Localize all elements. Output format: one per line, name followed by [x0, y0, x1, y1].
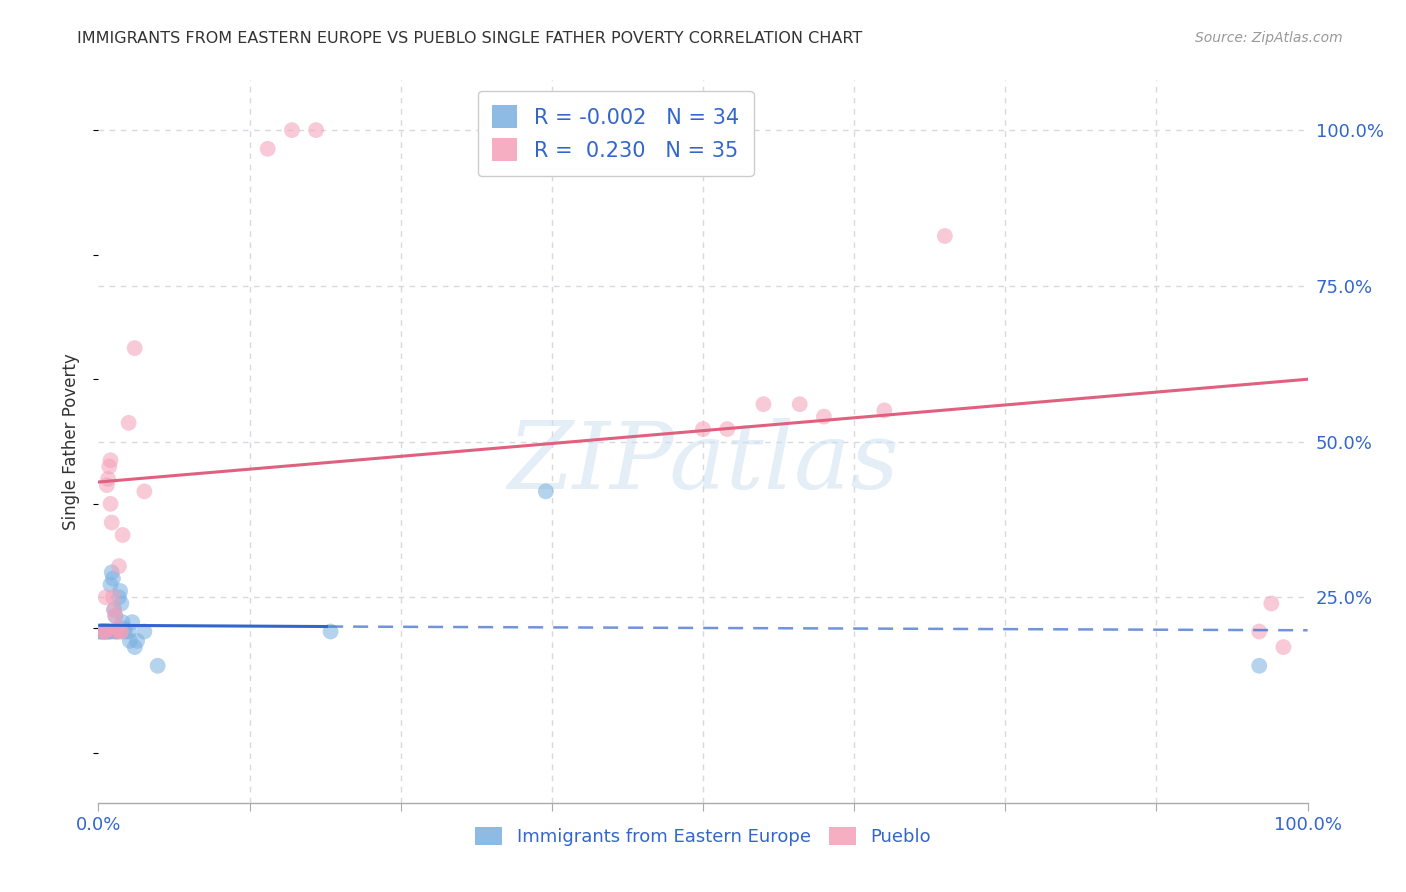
Point — [108, 591, 131, 605]
Point — [692, 422, 714, 436]
Point — [134, 484, 156, 499]
Point — [100, 566, 122, 580]
Point — [1260, 597, 1282, 611]
Point — [118, 624, 141, 639]
Point — [97, 624, 120, 639]
Point — [114, 624, 136, 639]
Point — [281, 123, 304, 137]
Point — [813, 409, 835, 424]
Point — [100, 516, 122, 530]
Point — [146, 658, 169, 673]
Point — [105, 624, 128, 639]
Point — [789, 397, 811, 411]
Point — [1272, 640, 1295, 654]
Point — [716, 422, 738, 436]
Point — [934, 229, 956, 244]
Point — [1249, 624, 1271, 639]
Point — [1249, 658, 1271, 673]
Point — [118, 633, 141, 648]
Text: Source: ZipAtlas.com: Source: ZipAtlas.com — [1195, 31, 1343, 45]
Point — [124, 640, 146, 654]
Point — [100, 624, 122, 639]
Point — [101, 572, 124, 586]
Point — [112, 621, 135, 635]
Point — [100, 453, 122, 467]
Point — [752, 397, 775, 411]
Point — [134, 624, 156, 639]
Point — [103, 624, 125, 639]
Point — [100, 497, 122, 511]
Point — [111, 615, 134, 630]
Point — [256, 142, 278, 156]
Point — [93, 624, 115, 639]
Point — [319, 624, 342, 639]
Point — [91, 624, 114, 639]
Point — [107, 624, 129, 639]
Point — [111, 528, 134, 542]
Point — [94, 591, 117, 605]
Point — [98, 624, 121, 639]
Point — [110, 597, 132, 611]
Point — [93, 624, 115, 639]
Point — [107, 621, 129, 635]
Text: IMMIGRANTS FROM EASTERN EUROPE VS PUEBLO SINGLE FATHER POVERTY CORRELATION CHART: IMMIGRANTS FROM EASTERN EUROPE VS PUEBLO… — [77, 31, 862, 46]
Point — [305, 123, 328, 137]
Point — [89, 624, 111, 639]
Y-axis label: Single Father Poverty: Single Father Poverty — [62, 353, 80, 530]
Point — [104, 609, 127, 624]
Point — [90, 624, 112, 639]
Point — [104, 609, 127, 624]
Point — [96, 478, 118, 492]
Point — [121, 615, 143, 630]
Point — [127, 633, 149, 648]
Point — [873, 403, 896, 417]
Point — [91, 624, 114, 639]
Point — [103, 603, 125, 617]
Point — [101, 591, 124, 605]
Point — [96, 624, 118, 639]
Point — [534, 484, 557, 499]
Point — [100, 578, 122, 592]
Point — [98, 459, 121, 474]
Point — [118, 416, 141, 430]
Point — [108, 624, 131, 639]
Point — [103, 603, 125, 617]
Text: ZIPatlas: ZIPatlas — [508, 418, 898, 508]
Point — [97, 472, 120, 486]
Legend: Immigrants from Eastern Europe, Pueblo: Immigrants from Eastern Europe, Pueblo — [467, 818, 939, 855]
Point — [94, 624, 117, 639]
Point — [105, 624, 128, 639]
Point — [91, 624, 114, 639]
Point — [124, 341, 146, 355]
Point — [110, 624, 132, 639]
Point — [94, 624, 117, 639]
Point — [108, 559, 131, 574]
Point — [108, 584, 131, 599]
